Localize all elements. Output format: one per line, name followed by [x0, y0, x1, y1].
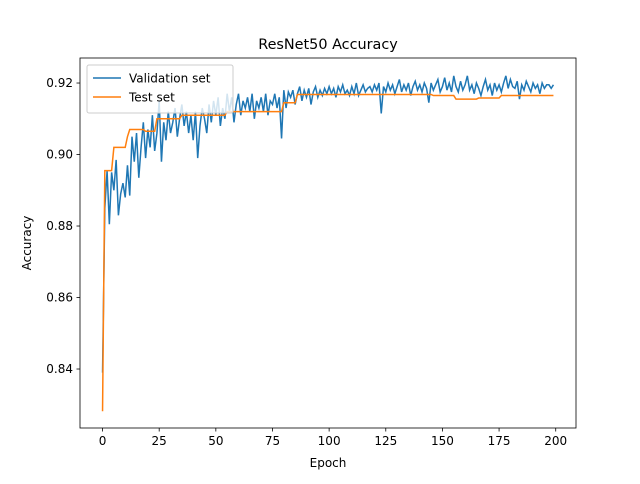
- x-tick-label: 50: [208, 434, 223, 448]
- y-tick-label: 0.86: [46, 291, 73, 305]
- x-tick-label: 0: [99, 434, 107, 448]
- legend-box: [86, 64, 234, 114]
- axes-frame: [79, 57, 577, 429]
- x-tick-label: 200: [544, 434, 567, 448]
- y-tick-label: 0.84: [46, 362, 73, 376]
- y-tick-label: 0.92: [46, 76, 73, 90]
- data-line: [101, 75, 555, 373]
- x-tick-label: 75: [265, 434, 280, 448]
- x-tick-label: 150: [431, 434, 454, 448]
- legend-label: Test set: [128, 91, 175, 105]
- y-tick-label: 0.88: [46, 219, 73, 233]
- y-axis-label: Accuracy: [20, 216, 34, 271]
- data-line: [101, 93, 554, 412]
- x-tick-label: 25: [152, 434, 167, 448]
- y-tick-label: 0.90: [46, 148, 73, 162]
- chart-title: ResNet50 Accuracy: [258, 37, 398, 53]
- x-tick-label: 175: [488, 434, 511, 448]
- x-tick-label: 100: [318, 434, 341, 448]
- x-axis-label: Epoch: [310, 456, 347, 470]
- x-tick-label: 125: [374, 434, 397, 448]
- legend-label: Validation set: [129, 72, 211, 86]
